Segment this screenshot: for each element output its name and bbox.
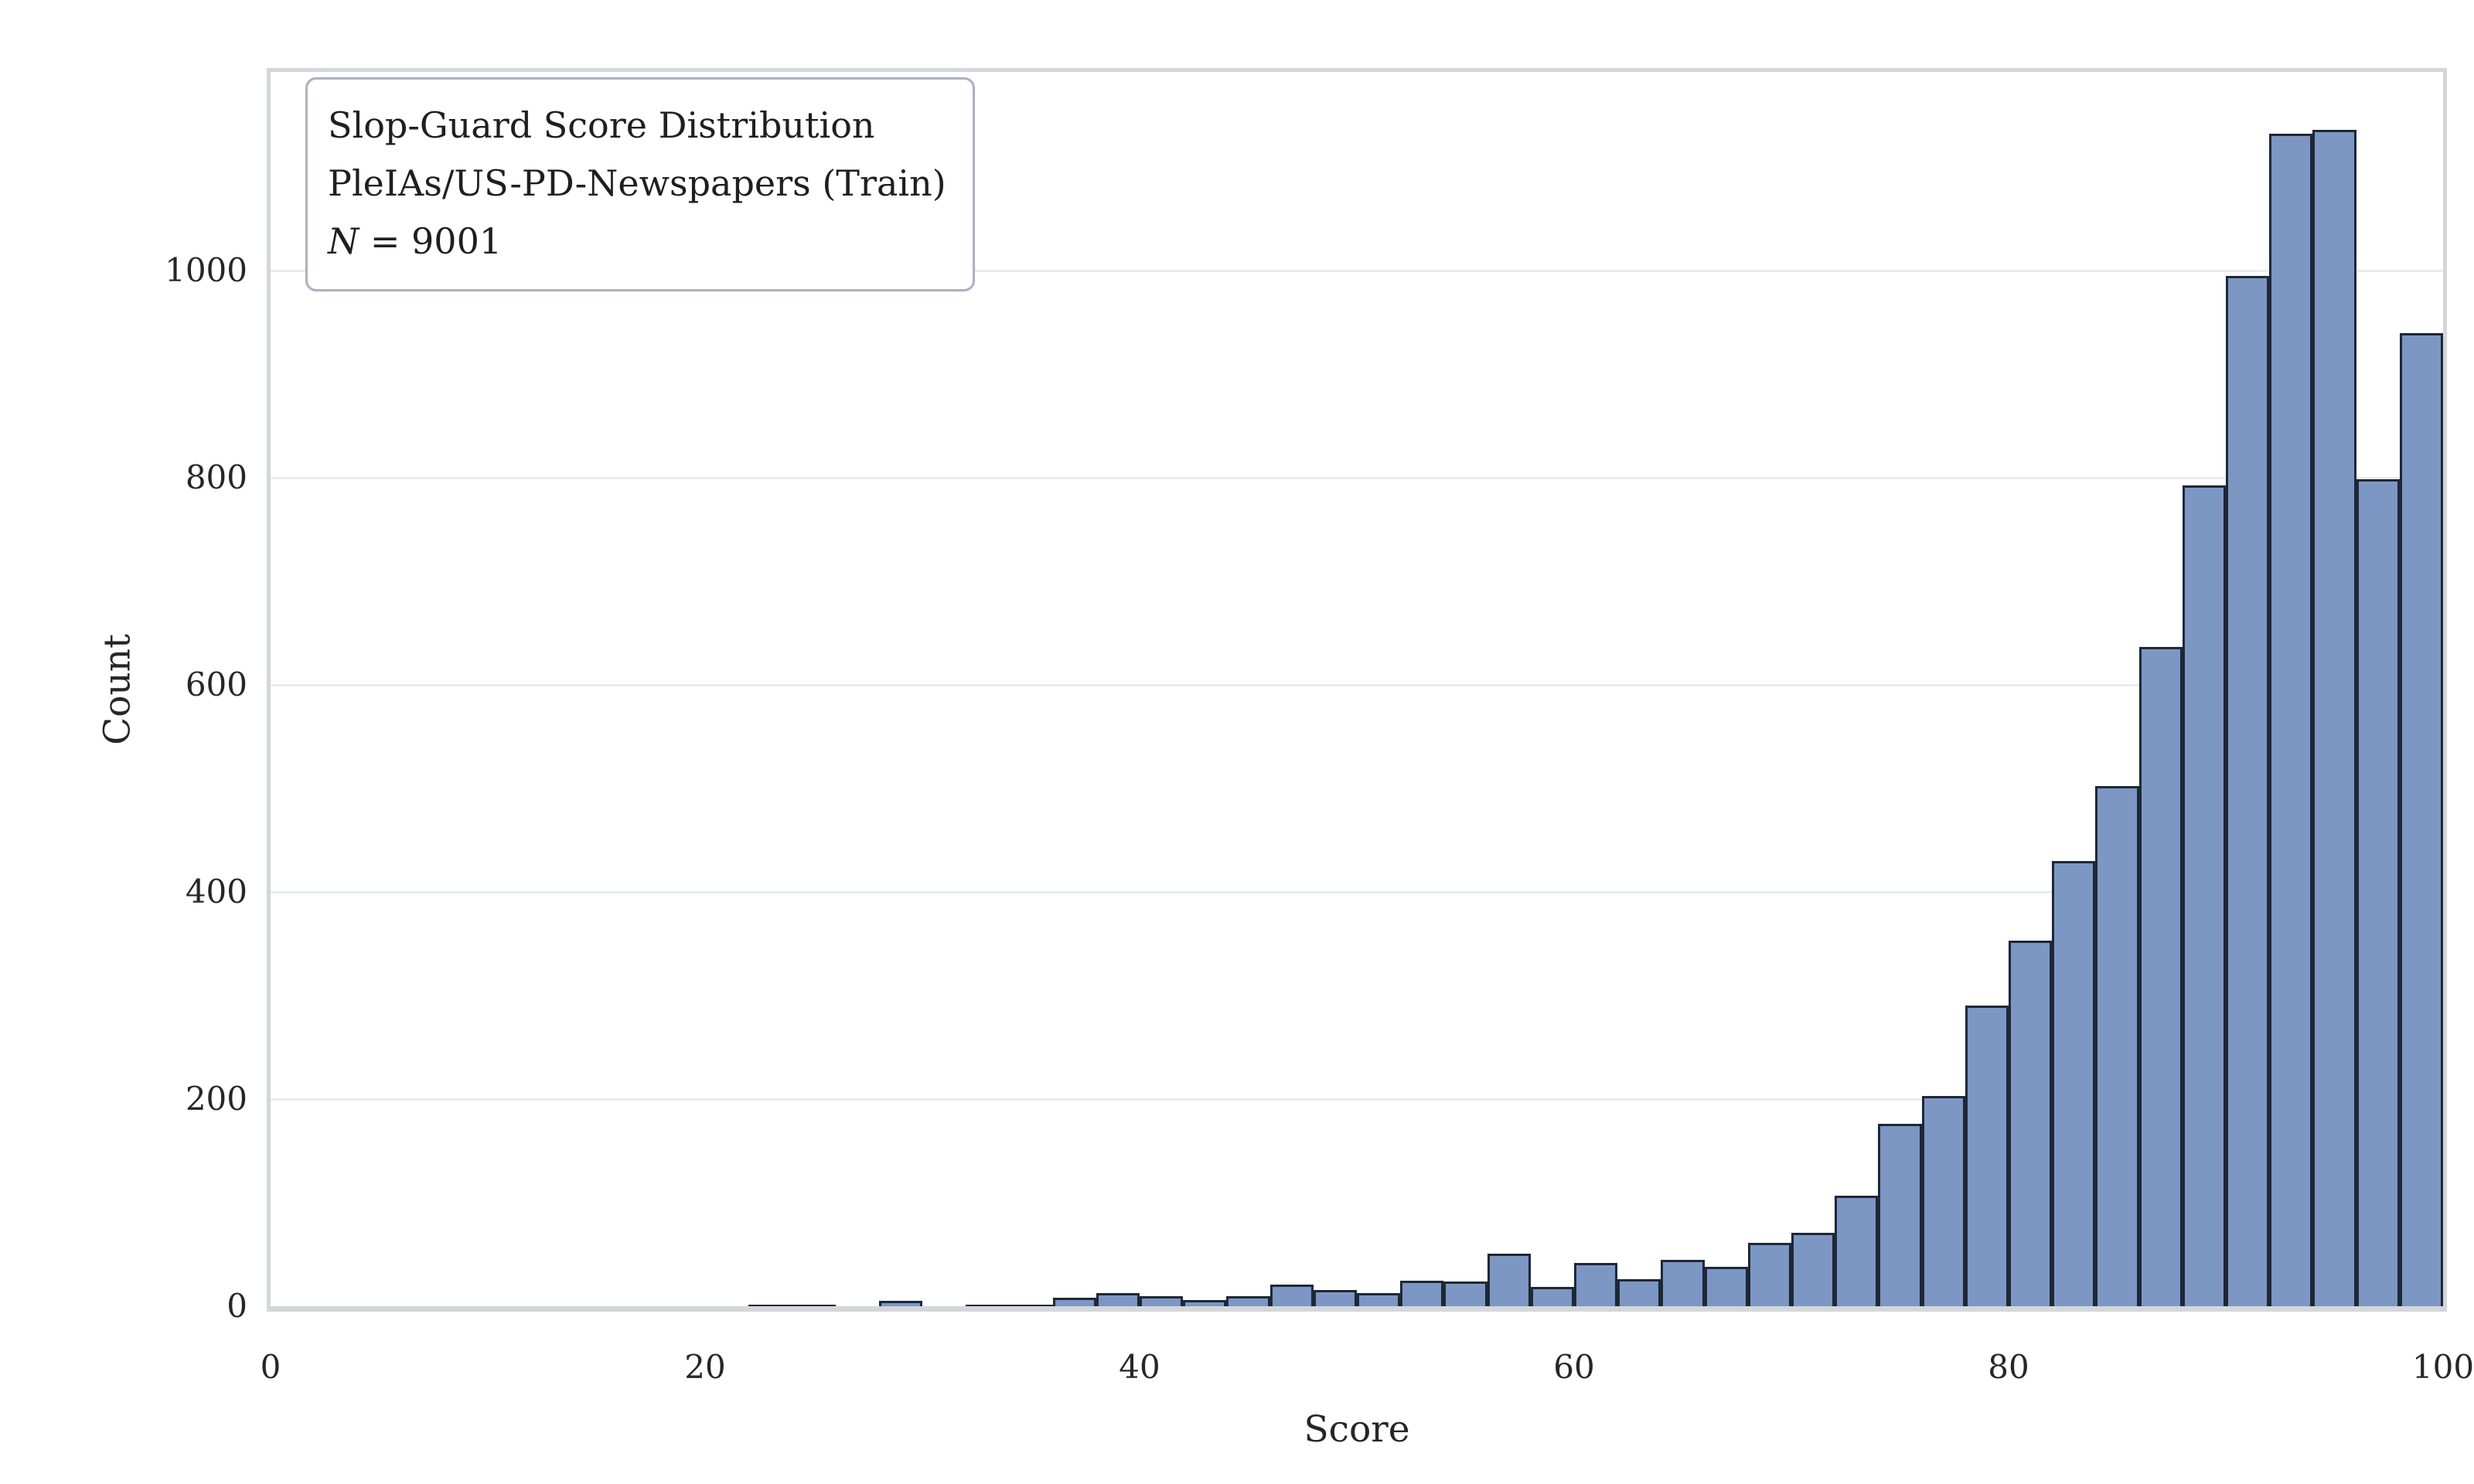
y-tick-label-800: 800 [185,458,247,497]
histogram-bar-70-72 [1791,1232,1835,1306]
histogram-bar-42-44 [1183,1299,1227,1306]
histogram-bar-84-86 [2095,786,2139,1306]
histogram-bar-68-70 [1747,1243,1791,1306]
x-tick-label-20: 20 [684,1348,726,1386]
x-tick-label-100: 100 [2411,1348,2474,1386]
gridline-y-600 [271,683,2443,686]
histogram-bar-58-60 [1530,1286,1574,1306]
histogram-bar-48-50 [1313,1289,1357,1306]
x-tick-label-80: 80 [1988,1348,2029,1386]
histogram-bar-50-52 [1357,1292,1401,1306]
plot-bottom-spine [267,1306,2447,1312]
sample-size-symbol: N [328,220,360,262]
legend-box: Slop-Guard Score Distribution PleIAs/US-… [305,77,975,291]
x-tick-label-0: 0 [260,1348,281,1386]
histogram-bar-44-46 [1226,1295,1270,1306]
histogram-bar-32-34 [966,1305,1010,1306]
histogram-bar-72-74 [1835,1195,1879,1306]
histogram-bar-80-82 [2009,941,2053,1306]
histogram-bar-28-30 [878,1301,922,1306]
y-tick-label-600: 600 [185,665,247,704]
histogram-bar-56-58 [1487,1253,1531,1306]
y-tick-label-1000: 1000 [165,251,247,290]
y-tick-label-0: 0 [227,1287,247,1325]
y-axis-label: Count [96,633,139,745]
plot-area [267,68,2447,1312]
histogram-bar-88-90 [2182,485,2226,1306]
histogram-bar-90-92 [2226,275,2270,1306]
gridline-y-400 [271,890,2443,893]
x-tick-label-40: 40 [1119,1348,1160,1386]
y-tick-label-400: 400 [185,873,247,911]
chart-subtitle: PleIAs/US-PD-Newspapers (Train) [328,162,946,204]
histogram-bar-96-98 [2356,478,2400,1306]
histogram-bar-86-88 [2138,646,2183,1306]
histogram-bar-94-96 [2312,130,2356,1306]
plot-right-spine [2443,68,2447,1312]
plot-top-spine [267,68,2447,72]
histogram-bar-66-68 [1704,1267,1748,1306]
histogram-bar-54-56 [1443,1281,1487,1306]
histogram-bar-62-64 [1617,1279,1661,1306]
plot-left-spine [267,68,271,1312]
histogram-bar-82-84 [2052,860,2096,1306]
gridline-y-800 [271,476,2443,479]
histogram-bar-98-100 [2399,332,2443,1306]
histogram-bar-46-48 [1269,1284,1314,1306]
histogram-bar-40-42 [1140,1295,1184,1306]
histogram-bar-34-36 [1009,1305,1053,1306]
histogram-bar-60-62 [1574,1262,1618,1306]
histogram-bar-78-80 [1965,1006,2009,1306]
histogram-bar-74-76 [1878,1124,1922,1306]
chart-title: Slop-Guard Score Distribution [328,104,875,146]
x-axis-label: Score [1303,1408,1410,1451]
histogram-bar-38-40 [1096,1292,1140,1306]
sample-size-annotation: N = 9001 [328,213,946,271]
y-tick-label-200: 200 [185,1080,247,1118]
x-tick-label-60: 60 [1553,1348,1595,1386]
histogram-bar-24-26 [792,1305,836,1306]
histogram-bar-52-54 [1400,1280,1444,1306]
sample-size-value: = 9001 [359,220,503,262]
histogram-bar-64-66 [1661,1259,1705,1306]
gridline-y-1000 [271,269,2443,272]
histogram-bar-92-94 [2269,134,2313,1306]
histogram-bar-76-78 [1921,1096,1965,1306]
gridline-y-200 [271,1098,2443,1101]
histogram-bar-36-38 [1052,1298,1096,1306]
histogram-bar-22-24 [748,1305,792,1306]
